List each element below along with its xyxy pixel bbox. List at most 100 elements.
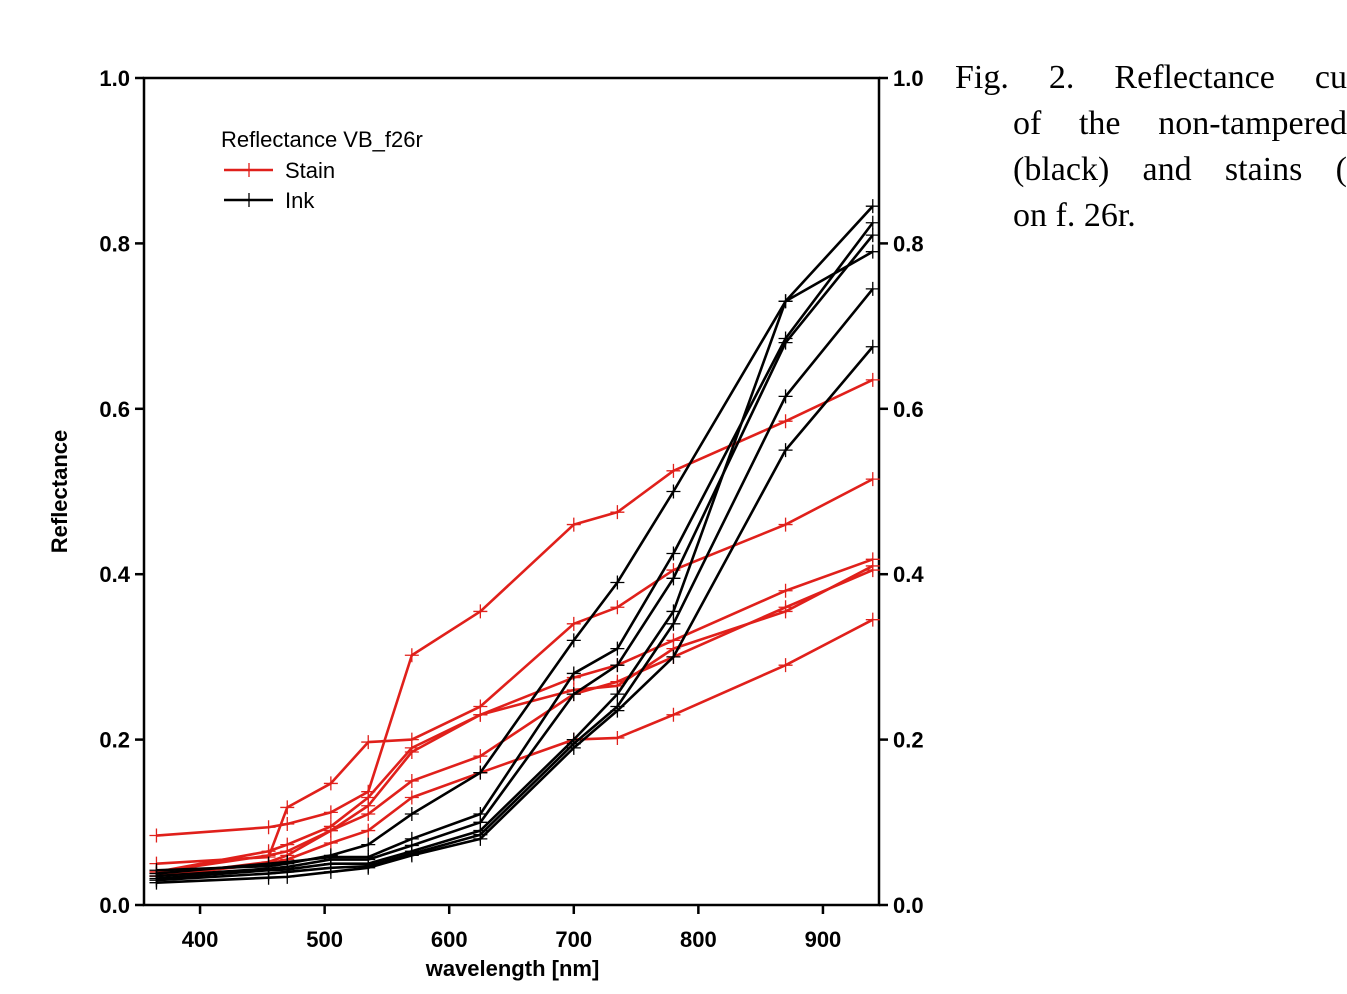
series-stain: [149, 372, 880, 843]
data-point: [566, 687, 581, 702]
series-line: [156, 568, 874, 874]
data-point: [778, 414, 793, 429]
series-ink: [149, 244, 880, 886]
data-point: [865, 215, 880, 230]
data-point: [404, 848, 419, 863]
data-point: [323, 823, 338, 838]
data-point: [865, 281, 880, 296]
series-line: [156, 558, 874, 874]
series-line: [156, 205, 874, 872]
data-point: [323, 835, 338, 850]
data-point: [610, 687, 625, 702]
y-tick-label-right: 0.4: [893, 562, 924, 587]
data-point: [473, 604, 488, 619]
caption-line: Fig. 2. Reflectance cu: [955, 59, 1347, 96]
series-stain: [149, 563, 880, 879]
y-tick-label-right: 0.2: [893, 728, 924, 753]
y-axis-left: 0.0 0.2 0.4 0.6 0.8 1.0: [99, 66, 144, 918]
data-point: [865, 372, 880, 387]
data-point: [778, 335, 793, 350]
data-point: [280, 800, 295, 815]
data-point: [261, 870, 276, 885]
series-line: [156, 378, 874, 837]
data-point: [323, 864, 338, 879]
series-line: [156, 250, 874, 880]
data-point: [404, 807, 419, 822]
y-tick-label-left: 0.6: [99, 397, 130, 422]
data-point: [404, 790, 419, 805]
caption-line: on f. 26r.: [1013, 197, 1136, 234]
data-point: [149, 875, 164, 890]
y-tick-label-left: 0.8: [99, 231, 130, 256]
data-point: [610, 658, 625, 673]
x-tick-label: 900: [805, 927, 842, 952]
data-point: [361, 735, 376, 750]
data-point: [610, 575, 625, 590]
series-layer: [149, 199, 880, 890]
legend-entries: Stain Ink: [224, 158, 335, 213]
data-point: [361, 807, 376, 822]
data-point: [865, 199, 880, 214]
x-tick-label: 700: [555, 927, 592, 952]
y-axis-title: Reflectance: [47, 430, 72, 554]
data-point: [261, 820, 276, 835]
data-point: [323, 776, 338, 791]
data-point: [865, 563, 880, 578]
data-point: [666, 484, 681, 499]
y-tick-label-right: 1.0: [893, 66, 924, 91]
data-point: [361, 837, 376, 852]
data-point: [610, 730, 625, 745]
data-point: [865, 339, 880, 354]
data-point: [566, 633, 581, 648]
data-point: [473, 749, 488, 764]
data-point: [865, 228, 880, 243]
legend-label: Ink: [285, 188, 315, 213]
x-tick-label: 600: [431, 927, 468, 952]
data-point: [566, 740, 581, 755]
series-ink: [149, 339, 880, 890]
x-axis: 400 500 600 700 800 900: [182, 905, 842, 952]
data-point: [473, 765, 488, 780]
series-ink: [149, 215, 880, 881]
legend-label: Stain: [285, 158, 335, 183]
y-axis-right: 0.0 0.2 0.4 0.6 0.8 1.0: [879, 66, 924, 918]
series-line: [156, 564, 874, 878]
data-point: [778, 517, 793, 532]
data-point: [473, 707, 488, 722]
data-point: [778, 658, 793, 673]
data-point: [280, 869, 295, 884]
y-tick-label-left: 0.4: [99, 562, 130, 587]
x-tick-label: 500: [306, 927, 343, 952]
legend-marker: [242, 193, 256, 207]
series-stain: [149, 552, 880, 879]
data-point: [610, 600, 625, 615]
data-point: [280, 816, 295, 831]
y-tick-label-right: 0.0: [893, 893, 924, 918]
data-point: [666, 571, 681, 586]
data-point: [404, 773, 419, 788]
data-point: [778, 443, 793, 458]
data-point: [666, 707, 681, 722]
data-point: [323, 805, 338, 820]
data-point: [865, 244, 880, 259]
legend-title: Reflectance VB_f26r: [221, 127, 423, 152]
y-tick-label-left: 1.0: [99, 66, 130, 91]
data-point: [666, 546, 681, 561]
data-point: [404, 745, 419, 760]
plot-frame: [142, 76, 881, 907]
y-tick-label-right: 0.8: [893, 231, 924, 256]
data-point: [778, 600, 793, 615]
data-point: [610, 641, 625, 656]
x-tick-label: 800: [680, 927, 717, 952]
data-point: [666, 463, 681, 478]
data-point: [610, 703, 625, 718]
data-point: [361, 823, 376, 838]
data-point: [778, 294, 793, 309]
caption-line: (black) and stains (: [1013, 151, 1347, 188]
series-stain: [149, 558, 880, 884]
y-tick-label-right: 0.6: [893, 397, 924, 422]
data-point: [865, 472, 880, 487]
x-axis-title: wavelength [nm]: [425, 956, 600, 981]
data-point: [566, 517, 581, 532]
